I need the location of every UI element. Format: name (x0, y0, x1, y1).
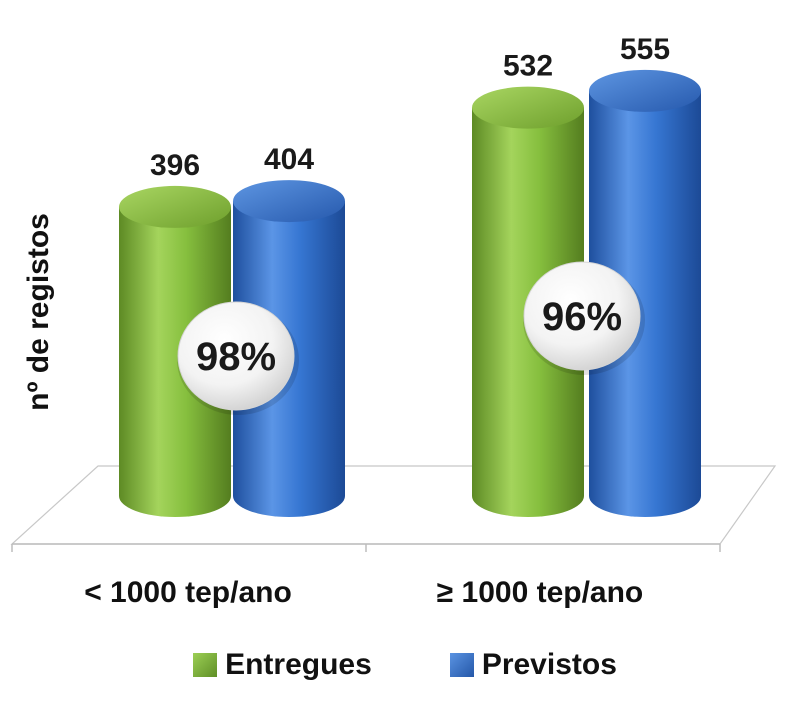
category-label-1: < 1000 tep/ano (84, 576, 292, 609)
bar-entregues-1 (119, 185, 231, 518)
category-label-2: ≥ 1000 tep/ano (437, 576, 644, 609)
bar-previstos-2 (589, 69, 701, 517)
legend-item-entregues: Entregues (193, 648, 372, 682)
bar-body (589, 90, 701, 517)
bar-top (233, 180, 345, 223)
value-label-previstos-2: 555 (620, 33, 670, 66)
ratio-bubble-2: 96% (523, 261, 645, 375)
legend-item-previstos: Previstos (449, 648, 617, 682)
ratio-label: 98% (196, 335, 276, 379)
legend-swatch-previstos (449, 653, 474, 677)
bar-top (589, 69, 701, 112)
bar-body (119, 206, 231, 518)
bar-top (119, 185, 231, 228)
legend-swatch-entregues (193, 653, 218, 677)
ratio-bubble-1: 98% (177, 301, 299, 415)
value-label-previstos-1: 404 (264, 143, 314, 176)
legend: Entregues Previstos (0, 648, 810, 682)
ratio-label: 96% (542, 295, 622, 339)
y-axis-label: nº de registos (22, 213, 55, 411)
ratio-bubble-circle (177, 301, 295, 411)
bar-top (472, 86, 584, 129)
value-label-entregues-2: 532 (503, 50, 553, 83)
legend-label-entregues: Entregues (225, 648, 372, 681)
value-label-entregues-1: 396 (150, 149, 200, 182)
ratio-bubble-circle (523, 261, 641, 371)
legend-label-previstos: Previstos (481, 648, 617, 681)
